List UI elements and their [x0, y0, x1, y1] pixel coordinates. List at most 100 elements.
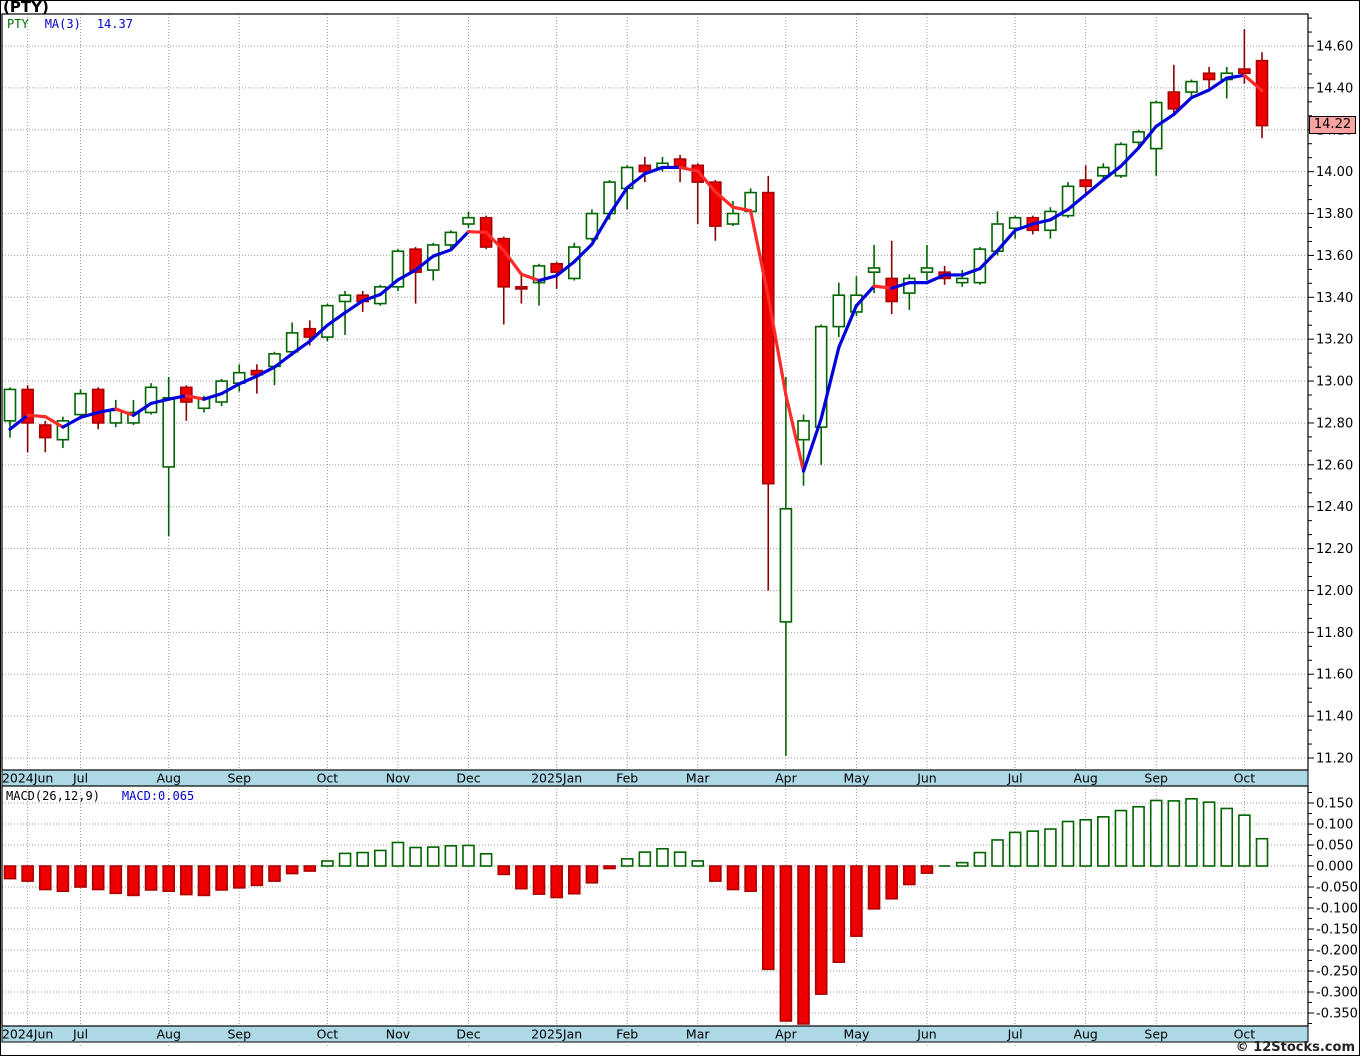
candle-body [1008, 216, 1022, 229]
month-label: Apr [775, 1027, 797, 1042]
macd-legend: MACD(26,12,9) MACD:0.065 [6, 789, 210, 803]
macd-bar [232, 865, 246, 889]
month-label: 2025Jan [531, 771, 582, 786]
price-axis-label: 11.80 [1316, 626, 1353, 641]
macd-axis-label: 0.000 [1316, 860, 1353, 875]
month-label: May [844, 1027, 870, 1042]
candle-body [955, 277, 969, 284]
month-label: May [844, 771, 870, 786]
macd-bar [91, 865, 105, 891]
candle-body [1255, 59, 1269, 127]
ma-line-segment [978, 248, 1000, 271]
ma-line-segment [837, 304, 859, 350]
month-label: Oct [317, 771, 339, 786]
macd-bar [761, 865, 775, 971]
macd-bar [162, 865, 176, 893]
macd-bar [1008, 831, 1022, 867]
macd-bar [268, 865, 281, 882]
macd-bar [585, 865, 599, 884]
price-axis-label: 14.60 [1316, 40, 1353, 55]
macd-axis-label: -0.100 [1316, 902, 1358, 917]
month-label: Sep [1144, 771, 1168, 786]
price-axis-label: 12.40 [1316, 500, 1353, 515]
macd-bar [550, 865, 563, 899]
ma-line-segment [625, 172, 647, 190]
month-label: Dec [456, 1027, 480, 1042]
macd-bar [567, 865, 581, 895]
macd-chart-frame [1, 785, 1309, 1027]
ma-line-segment [466, 230, 488, 234]
candle-body [550, 262, 563, 273]
candle-body [462, 216, 475, 225]
price-axis-label: 12.60 [1316, 458, 1353, 473]
candle-body [532, 265, 546, 284]
month-label: Aug [1073, 771, 1097, 786]
candle-body [761, 191, 775, 485]
ma-line-segment [643, 165, 665, 176]
month-label: Nov [386, 771, 411, 786]
macd-bar [303, 865, 317, 872]
candle-body [585, 212, 599, 240]
price-axis-label: 13.60 [1316, 249, 1353, 264]
macd-bar [603, 865, 616, 870]
month-label: Sep [1144, 1027, 1168, 1042]
ma-line-segment [502, 248, 523, 276]
candle-body [691, 164, 705, 183]
ma-line-segment [555, 260, 576, 278]
candle-body [56, 420, 70, 441]
candle-body [779, 507, 793, 623]
ma-line-segment [61, 415, 83, 429]
macd-axis-label: -0.150 [1316, 923, 1358, 938]
macd-bar [1097, 816, 1110, 867]
macd-bar [1079, 818, 1092, 867]
watermark: © 12Stocks.com [1235, 1040, 1355, 1055]
candle-body [162, 397, 176, 468]
ma-line-segment [819, 345, 841, 421]
macd-bar [144, 865, 158, 891]
macd-bar [620, 858, 634, 867]
macd-bar [532, 865, 546, 895]
candle-body [709, 181, 722, 227]
ma-line-segment [43, 415, 65, 429]
x-axis-strip-macd [1, 1025, 1309, 1043]
month-label: Jun [916, 771, 937, 786]
ma-line-segment [131, 401, 153, 417]
ma-line-segment [995, 228, 1017, 253]
candle-body [144, 386, 158, 414]
ma-line-segment [308, 323, 330, 343]
ma-line-segment [572, 242, 594, 264]
ma-line-segment [1048, 207, 1070, 222]
ma-line-segment [449, 230, 471, 252]
month-label: Jul [1007, 771, 1023, 786]
macd-bar [56, 865, 70, 893]
ma-line-segment [784, 393, 806, 473]
ma-line-segment [26, 413, 47, 419]
macd-axis-label: -0.350 [1316, 1007, 1358, 1022]
macd-bar [920, 865, 934, 874]
month-label: Aug [1073, 1027, 1097, 1042]
month-label: Mar [686, 771, 710, 786]
candle-body [1132, 131, 1145, 144]
macd-bar [709, 865, 722, 882]
month-label: Jul [72, 1027, 88, 1042]
month-label: 2024Jun [2, 1027, 53, 1042]
macd-bar [109, 865, 123, 895]
macd-bar [356, 851, 369, 867]
ma-line-segment [1013, 222, 1035, 232]
ma-line-segment [396, 268, 418, 282]
ma-line-segment [290, 339, 312, 356]
macd-bar [1044, 828, 1057, 867]
ma-line-segment [925, 273, 947, 285]
month-label: Apr [775, 771, 797, 786]
main-chart-legend: PTY MA(3) 14.37 [7, 17, 149, 31]
candle-body [797, 420, 810, 441]
ma-line-segment [1031, 218, 1053, 226]
macd-bar [374, 849, 387, 867]
ma-line-segment [537, 274, 559, 283]
candle-body [497, 237, 511, 288]
candle-body [1097, 166, 1110, 177]
candle-body [1079, 179, 1092, 188]
ma-line-segment [749, 209, 770, 299]
ma-line-segment [1066, 193, 1088, 211]
candle-body [1238, 68, 1251, 75]
